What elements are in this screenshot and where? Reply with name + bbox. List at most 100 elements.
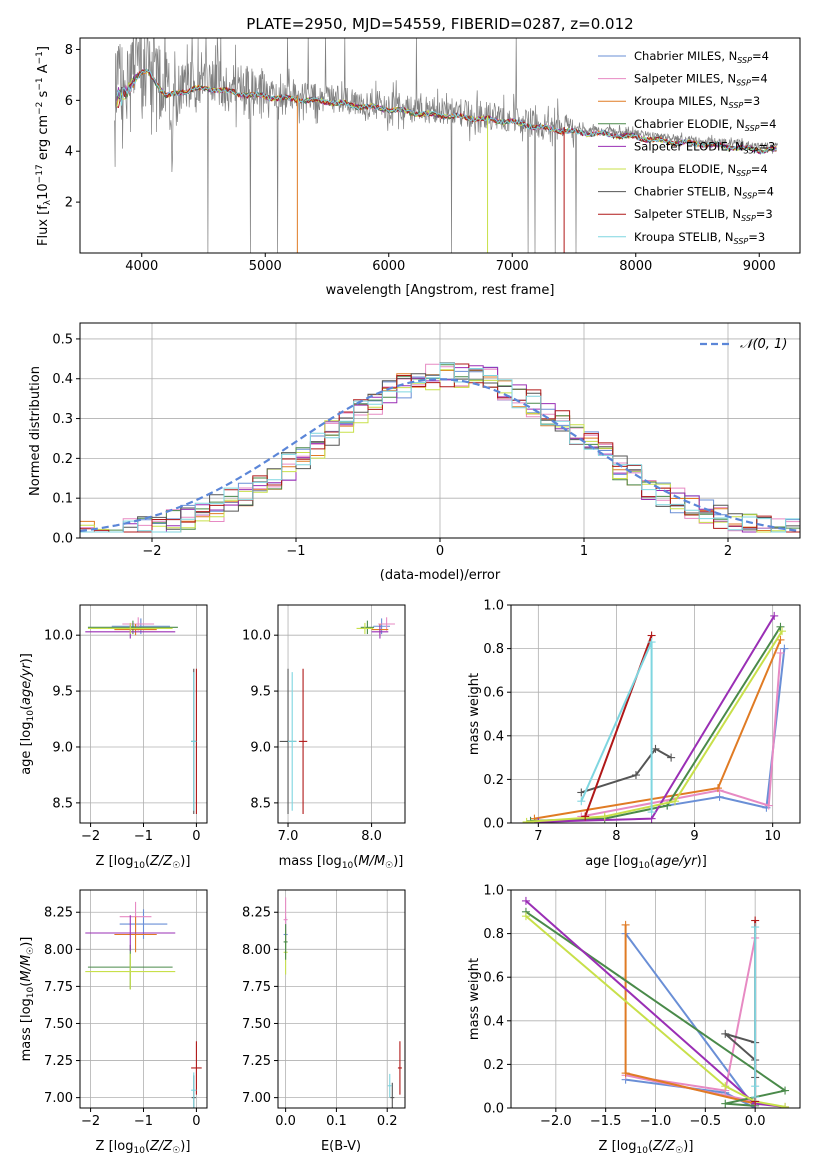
y-tick-label: 7.75 <box>242 980 271 995</box>
y-tick-label: 7.75 <box>44 980 73 995</box>
y-tick-label: 8 <box>65 43 73 58</box>
y-tick-label: 10.0 <box>242 629 271 644</box>
y-tick-label: 0.4 <box>52 372 73 387</box>
axes-frame <box>277 889 406 1109</box>
legend-label: Salpeter ELODIE, NSSP=3 <box>634 139 775 155</box>
agem-xlabel: mass [log10(M/M☉)] <box>279 854 404 871</box>
x-tick-label: −1.5 <box>590 1114 622 1129</box>
x-tick-label: 10 <box>764 829 781 844</box>
hist-ylabel: Normed distribution <box>28 366 43 496</box>
plot-area <box>85 901 202 1108</box>
x-tick-label: −2 <box>81 1114 100 1129</box>
y-tick-label: 8.5 <box>250 796 271 811</box>
x-tick-label: 0 <box>436 544 444 559</box>
mwz-xlabel: Z [log10(Z/Z☉)] <box>599 1139 694 1156</box>
plot-area <box>521 896 790 1108</box>
x-tick-label: −1 <box>134 829 153 844</box>
x-tick-label: −2 <box>142 544 161 559</box>
weight-line <box>581 652 782 818</box>
agez-xlabel: Z [log10(Z/Z☉)] <box>96 854 191 871</box>
x-tick-label: 5000 <box>249 259 282 274</box>
mwa-xlabel: age [log10(age/yr)] <box>585 854 707 871</box>
x-tick-label: 0.0 <box>745 1114 766 1129</box>
legend-label: Kroupa ELODIE, NSSP=4 <box>634 162 768 178</box>
agez-ylabel: age [log10(age/yr)] <box>19 653 36 775</box>
weight-line <box>624 924 756 1105</box>
weight-line <box>538 615 776 823</box>
y-tick-label: 0.0 <box>483 1102 504 1117</box>
legend-label: Salpeter MILES, NSSP=4 <box>634 72 768 88</box>
x-tick-label: 0.2 <box>377 1114 398 1129</box>
weight-line <box>580 747 672 794</box>
y-tick-label: 1.0 <box>483 599 504 614</box>
y-tick-label: 8.25 <box>44 906 73 921</box>
y-tick-label: 9.5 <box>52 685 73 700</box>
x-tick-label: 8 <box>612 829 620 844</box>
y-tick-label: 0.1 <box>52 492 73 507</box>
plot-area <box>279 617 395 815</box>
y-tick-label: 0.6 <box>483 686 504 701</box>
x-tick-label: 8.0 <box>361 829 382 844</box>
y-tick-label: 0.2 <box>52 452 73 467</box>
y-tick-label: 7.50 <box>44 1017 73 1032</box>
residual-histogram <box>80 362 800 533</box>
y-tick-label: 0.6 <box>483 971 504 986</box>
model-spectrum <box>116 69 777 154</box>
axes-frame <box>277 604 406 824</box>
plot-area <box>114 38 778 253</box>
x-tick-label: −1 <box>134 1114 153 1129</box>
y-tick-label: 0.4 <box>483 729 504 744</box>
x-tick-label: 2 <box>724 544 732 559</box>
y-tick-label: 8.5 <box>52 796 73 811</box>
legend-label: Salpeter STELIB, NSSP=3 <box>634 207 773 223</box>
plot-area <box>283 897 402 1108</box>
y-tick-label: 7.25 <box>44 1054 73 1069</box>
axes-frame <box>79 37 801 254</box>
residual-panel: −2 −1 0 1 2 0.0 0.1 0.2 0.3 0.4 0.5 <box>52 322 801 559</box>
mz-xlabel: Z [log10(Z/Z☉)] <box>96 1139 191 1156</box>
legend-label: Chabrier STELIB, NSSP=4 <box>634 185 774 201</box>
y-tick-label: 0.3 <box>52 412 73 427</box>
plot-area <box>80 362 800 533</box>
x-tick-label: 9000 <box>743 259 776 274</box>
y-tick-label: 6 <box>65 94 73 109</box>
x-tick-label: −2 <box>81 829 100 844</box>
weight-line <box>526 630 783 823</box>
normal-legend: 𝒩(0, 1) <box>740 337 787 352</box>
plot-area <box>85 617 197 815</box>
legend-label: Chabrier ELODIE, NSSP=4 <box>634 117 776 133</box>
plot-area <box>522 611 789 823</box>
x-tick-label: 6000 <box>372 259 405 274</box>
y-tick-label: 0.0 <box>483 817 504 832</box>
x-tick-label: 0.0 <box>275 1114 296 1129</box>
mwz-ylabel: mass weight <box>467 958 482 1040</box>
age-z-panel: −2 −1 0 8.5 9.0 9.5 10.0 <box>44 604 208 844</box>
y-tick-label: 9.5 <box>250 685 271 700</box>
weight-line <box>525 915 786 1108</box>
y-tick-label: 8.25 <box>242 906 271 921</box>
normal-curve <box>80 378 800 533</box>
legend-label: Kroupa STELIB, NSSP=3 <box>634 230 765 246</box>
x-tick-label: 7.0 <box>278 829 299 844</box>
x-tick-label: −1 <box>286 544 305 559</box>
spectrum-ylabel: Flux [fλ10−17 erg cm−2 s−1 A−1] <box>35 46 53 246</box>
mass-ebv-panel: 0.0 0.1 0.2 7.00 7.25 7.50 7.75 8.00 8.25 <box>242 889 406 1129</box>
x-tick-label: 0 <box>192 829 200 844</box>
weight-line <box>530 626 782 822</box>
y-tick-label: 0.0 <box>52 532 73 547</box>
y-tick-label: 0.2 <box>483 1058 504 1073</box>
mz-ylabel: mass [log10(M/M☉)] <box>19 937 36 1062</box>
y-tick-label: 4 <box>65 145 73 160</box>
x-tick-label: 8000 <box>619 259 652 274</box>
observed-spectrum <box>114 38 778 253</box>
x-tick-label: 0 <box>192 1114 200 1129</box>
model-spectrum <box>116 68 777 154</box>
y-tick-label: 0.8 <box>483 927 504 942</box>
y-tick-label: 1.0 <box>483 884 504 899</box>
axes-frame <box>510 604 801 824</box>
x-tick-label: 4000 <box>125 259 158 274</box>
y-tick-label: 0.8 <box>483 642 504 657</box>
y-tick-label: 8.00 <box>44 943 73 958</box>
y-tick-label: 10.0 <box>44 629 73 644</box>
